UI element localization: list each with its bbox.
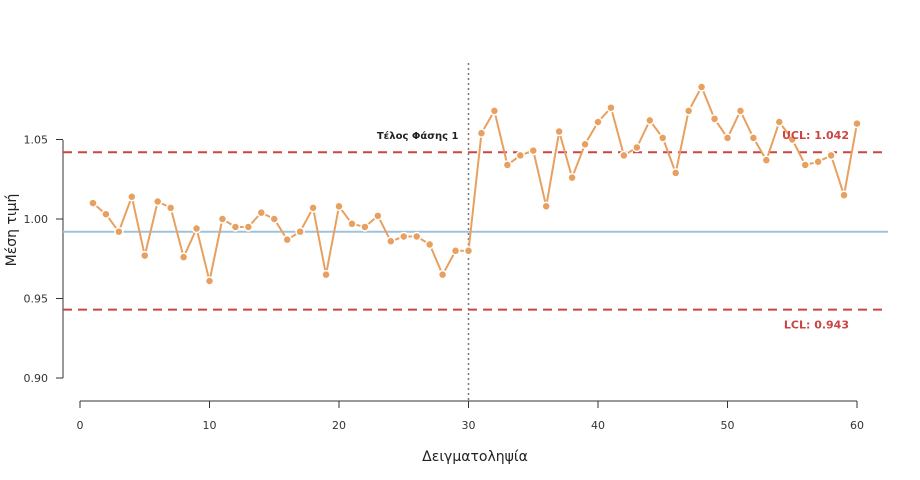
x-tick-label: 20 xyxy=(332,419,346,432)
data-point xyxy=(670,168,681,178)
data-point xyxy=(282,234,292,245)
data-point xyxy=(178,252,189,262)
data-point xyxy=(256,207,267,218)
data-point xyxy=(800,160,810,170)
data-point xyxy=(230,222,241,232)
data-point xyxy=(683,106,694,116)
data-point xyxy=(839,190,849,200)
data-point xyxy=(165,203,176,213)
data-point xyxy=(152,196,163,207)
y-tick-label: 1.00 xyxy=(24,213,49,226)
data-point xyxy=(437,269,448,280)
data-point xyxy=(606,102,616,113)
data-point xyxy=(696,82,707,92)
ucl-label: UCL: 1.042 xyxy=(782,129,849,142)
x-tick-label: 30 xyxy=(462,419,476,432)
data-point xyxy=(567,172,577,183)
data-point xyxy=(88,198,98,208)
data-point xyxy=(787,134,797,145)
data-point xyxy=(127,191,137,202)
data-point xyxy=(619,150,629,161)
y-tick-label: 1.05 xyxy=(24,134,49,147)
data-point xyxy=(748,133,759,143)
data-point xyxy=(334,201,344,212)
y-tick-label: 0.90 xyxy=(24,372,49,385)
data-point xyxy=(852,118,862,129)
series-line xyxy=(92,86,858,282)
data-point xyxy=(450,246,461,256)
data-point xyxy=(399,231,409,242)
data-point xyxy=(774,117,785,127)
data-point xyxy=(321,269,331,280)
data-point xyxy=(463,246,474,256)
y-axis-title: Μέση τιμή xyxy=(4,194,20,267)
data-point xyxy=(813,157,823,167)
data-point xyxy=(528,145,538,156)
phase-end-annotation: Τέλος Φάσης 1 xyxy=(377,130,459,142)
data-point xyxy=(515,150,526,161)
x-tick-label: 10 xyxy=(203,419,217,432)
data-point xyxy=(826,150,836,161)
data-point xyxy=(735,106,746,116)
data-point xyxy=(114,226,124,237)
data-point xyxy=(709,114,720,124)
data-point xyxy=(593,117,603,127)
x-tick-label: 0 xyxy=(77,419,84,432)
data-point xyxy=(140,250,150,261)
data-point xyxy=(411,231,422,242)
data-point xyxy=(373,211,383,221)
data-point xyxy=(360,222,370,232)
y-tick-label: 0.95 xyxy=(24,293,49,306)
data-point xyxy=(502,160,513,170)
data-point xyxy=(722,133,733,143)
data-point xyxy=(295,226,305,237)
data-point xyxy=(658,133,668,143)
data-point xyxy=(386,236,396,247)
data-point xyxy=(204,276,215,286)
data-point xyxy=(645,115,655,126)
data-point xyxy=(347,219,357,229)
x-tick-label: 50 xyxy=(721,419,735,432)
data-point xyxy=(243,222,254,232)
data-point xyxy=(308,203,318,213)
data-point xyxy=(761,155,772,165)
data-point xyxy=(489,106,500,116)
data-point xyxy=(632,142,642,153)
data-point xyxy=(269,214,279,224)
data-point xyxy=(191,223,202,234)
data-point xyxy=(580,139,590,150)
x-tick-label: 40 xyxy=(591,419,605,432)
data-point xyxy=(541,201,551,212)
data-point xyxy=(476,128,487,138)
data-point xyxy=(554,126,564,137)
data-point xyxy=(101,209,111,219)
data-point xyxy=(217,214,228,224)
x-tick-label: 60 xyxy=(850,419,864,432)
data-point xyxy=(424,239,435,250)
lcl-label: LCL: 0.943 xyxy=(784,319,849,332)
x-axis-title: Δειγματοληψία xyxy=(422,449,528,465)
